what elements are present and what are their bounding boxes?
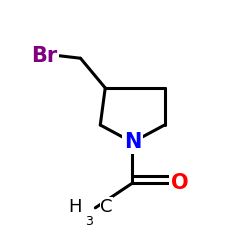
- Text: N: N: [124, 132, 141, 152]
- Text: C: C: [100, 198, 113, 216]
- Text: Br: Br: [32, 46, 58, 66]
- Text: H: H: [68, 198, 82, 216]
- Text: 3: 3: [85, 215, 93, 228]
- Text: O: O: [170, 173, 188, 193]
